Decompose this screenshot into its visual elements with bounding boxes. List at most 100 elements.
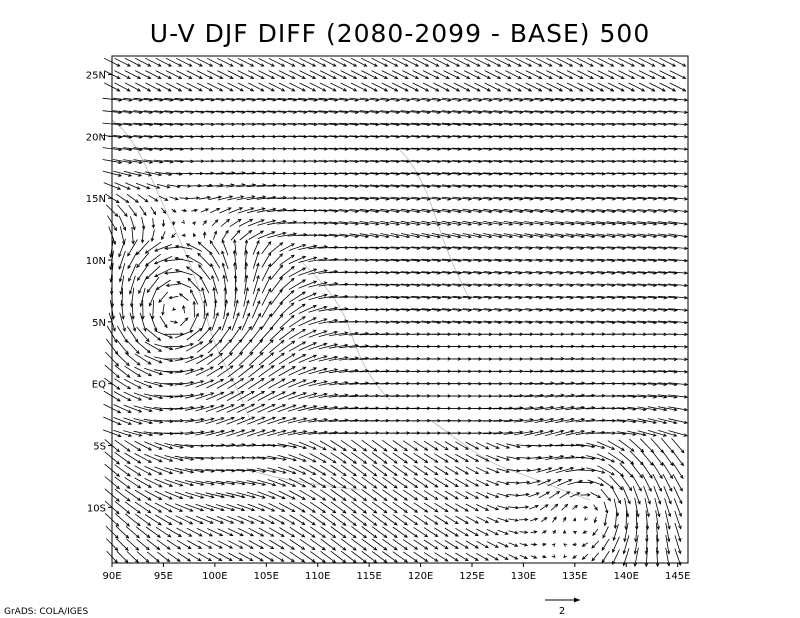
wind-vector: [530, 530, 538, 534]
wind-vector: [663, 486, 672, 505]
wind-vector: [128, 205, 137, 217]
wind-vector: [486, 467, 500, 474]
wind-vector: [318, 368, 339, 374]
wind-vector: [164, 491, 184, 500]
wind-vector: [359, 270, 380, 275]
wind-vector: [339, 431, 360, 435]
wind-vector: [483, 418, 504, 423]
wind-vector: [318, 318, 339, 324]
wind-vector: [268, 378, 286, 389]
wind-vector: [125, 339, 140, 355]
wind-vector: [261, 240, 272, 254]
wind-vector: [256, 207, 277, 213]
wind-vector: [309, 453, 327, 463]
wind-vector: [150, 206, 157, 216]
wind-vector: [171, 221, 176, 226]
wind-vector: [251, 299, 261, 319]
wind-vector: [267, 231, 287, 239]
wind-vector: [298, 367, 318, 376]
wind-vector: [382, 464, 398, 477]
wind-vector: [380, 233, 400, 239]
wind-vector: [422, 70, 440, 79]
wind-vector: [308, 209, 329, 213]
wind-vector: [133, 418, 154, 425]
wind-vector: [258, 82, 275, 92]
wind-vector: [165, 57, 183, 67]
wind-vector: [279, 277, 295, 292]
wind-vector: [562, 529, 567, 534]
wind-vector: [246, 429, 266, 437]
wind-vector: [257, 429, 277, 437]
wind-vector: [174, 368, 195, 374]
wind-vector: [192, 232, 197, 238]
wind-vector: [237, 390, 255, 402]
wind-vector: [288, 328, 306, 340]
wind-vector: [267, 391, 286, 401]
wind-vector: [163, 258, 183, 263]
wind-vector: [113, 404, 132, 413]
wind-vector: [519, 517, 529, 522]
wind-vector: [141, 299, 145, 320]
wind-vector: [434, 465, 449, 476]
wind-vector: [288, 442, 308, 450]
wind-vector: [237, 70, 255, 79]
wind-vector: [400, 233, 421, 239]
wind-vector: [221, 312, 230, 331]
wind-vector: [144, 367, 163, 376]
wind-vector: [175, 330, 194, 339]
wind-vector: [195, 430, 215, 436]
y-tick-label: 10N: [86, 256, 106, 267]
wind-vector: [180, 317, 189, 327]
wind-vector: [185, 491, 205, 499]
wind-vector: [244, 274, 249, 295]
wind-vector: [486, 454, 500, 462]
wind-vector: [607, 57, 625, 67]
wind-vector: [259, 326, 274, 342]
wind-vector: [350, 57, 368, 67]
wind-vector: [465, 552, 479, 561]
x-tick-label: 100E: [202, 571, 227, 582]
wind-vector: [607, 452, 625, 464]
wind-vector: [116, 538, 129, 551]
wind-vector: [381, 82, 399, 92]
wind-vector: [339, 233, 359, 238]
wind-vector: [114, 439, 131, 452]
wind-vector: [124, 82, 142, 92]
wind-vector: [534, 405, 555, 411]
wind-vector: [277, 454, 297, 462]
wind-vector: [413, 465, 429, 476]
wind-vector: [135, 240, 150, 256]
wind-vector: [350, 70, 368, 79]
wind-vector: [234, 286, 238, 307]
wind-vector: [143, 406, 164, 412]
wind-vector: [647, 394, 668, 399]
wind-vector: [565, 221, 586, 226]
wind-vector: [561, 503, 569, 511]
wind-vector: [213, 299, 218, 319]
wind-vector: [151, 299, 155, 320]
wind-vector: [433, 82, 450, 92]
wind-vector: [128, 263, 137, 282]
wind-vector: [452, 233, 472, 239]
wind-vector: [463, 57, 481, 67]
wind-vector: [431, 208, 452, 214]
wind-vector: [153, 256, 173, 265]
wind-vector: [237, 82, 255, 92]
wind-vector: [590, 492, 602, 499]
wind-vector: [391, 70, 409, 79]
wind-vector: [390, 220, 411, 226]
wind-vector: [225, 122, 246, 127]
wind-vector: [153, 382, 174, 387]
wind-vector: [164, 381, 185, 386]
wind-vector: [518, 505, 530, 509]
wind-vector: [208, 195, 223, 201]
wind-vector: [167, 552, 181, 562]
wind-vector: [288, 291, 306, 303]
wind-vector: [544, 405, 565, 411]
wind-vector: [528, 492, 540, 498]
wind-vector: [525, 70, 543, 79]
wind-vector: [320, 477, 337, 489]
wind-vector: [154, 478, 174, 487]
wind-vector: [187, 277, 201, 292]
wind-vector: [163, 271, 183, 275]
